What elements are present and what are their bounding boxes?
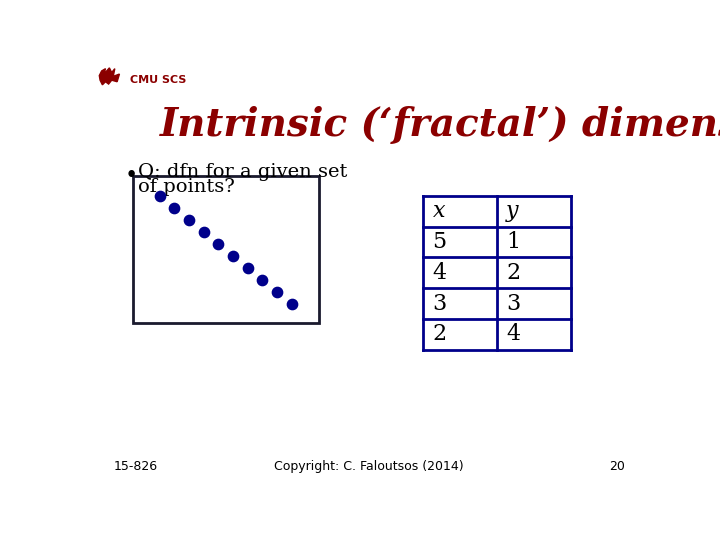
Point — [154, 191, 166, 200]
Text: 1: 1 — [506, 231, 521, 253]
Point — [198, 227, 210, 236]
Point — [212, 239, 224, 248]
Point — [184, 215, 195, 224]
Text: Q: dfn for a given set: Q: dfn for a given set — [138, 164, 348, 181]
Point — [242, 263, 253, 272]
Text: CMU SCS: CMU SCS — [130, 75, 186, 85]
Text: 5: 5 — [433, 231, 446, 253]
Text: 2: 2 — [506, 262, 521, 284]
Text: 3: 3 — [506, 293, 521, 314]
Point — [256, 275, 268, 284]
Text: 20: 20 — [609, 460, 625, 473]
Text: of points?: of points? — [138, 178, 235, 196]
Bar — [132, 177, 319, 323]
Text: 2: 2 — [433, 323, 446, 345]
Point — [271, 287, 283, 296]
Polygon shape — [99, 68, 120, 85]
Point — [286, 299, 297, 308]
Text: 15-826: 15-826 — [113, 460, 158, 473]
Text: 3: 3 — [433, 293, 447, 314]
Text: Intrinsic (‘fractal’) dimension: Intrinsic (‘fractal’) dimension — [160, 106, 720, 144]
Text: y: y — [506, 200, 519, 222]
Text: 4: 4 — [506, 323, 521, 345]
Text: x: x — [433, 200, 445, 222]
Text: •: • — [125, 165, 138, 187]
Point — [168, 204, 180, 212]
Text: 4: 4 — [433, 262, 446, 284]
Point — [228, 251, 239, 260]
Text: Copyright: C. Faloutsos (2014): Copyright: C. Faloutsos (2014) — [274, 460, 464, 473]
